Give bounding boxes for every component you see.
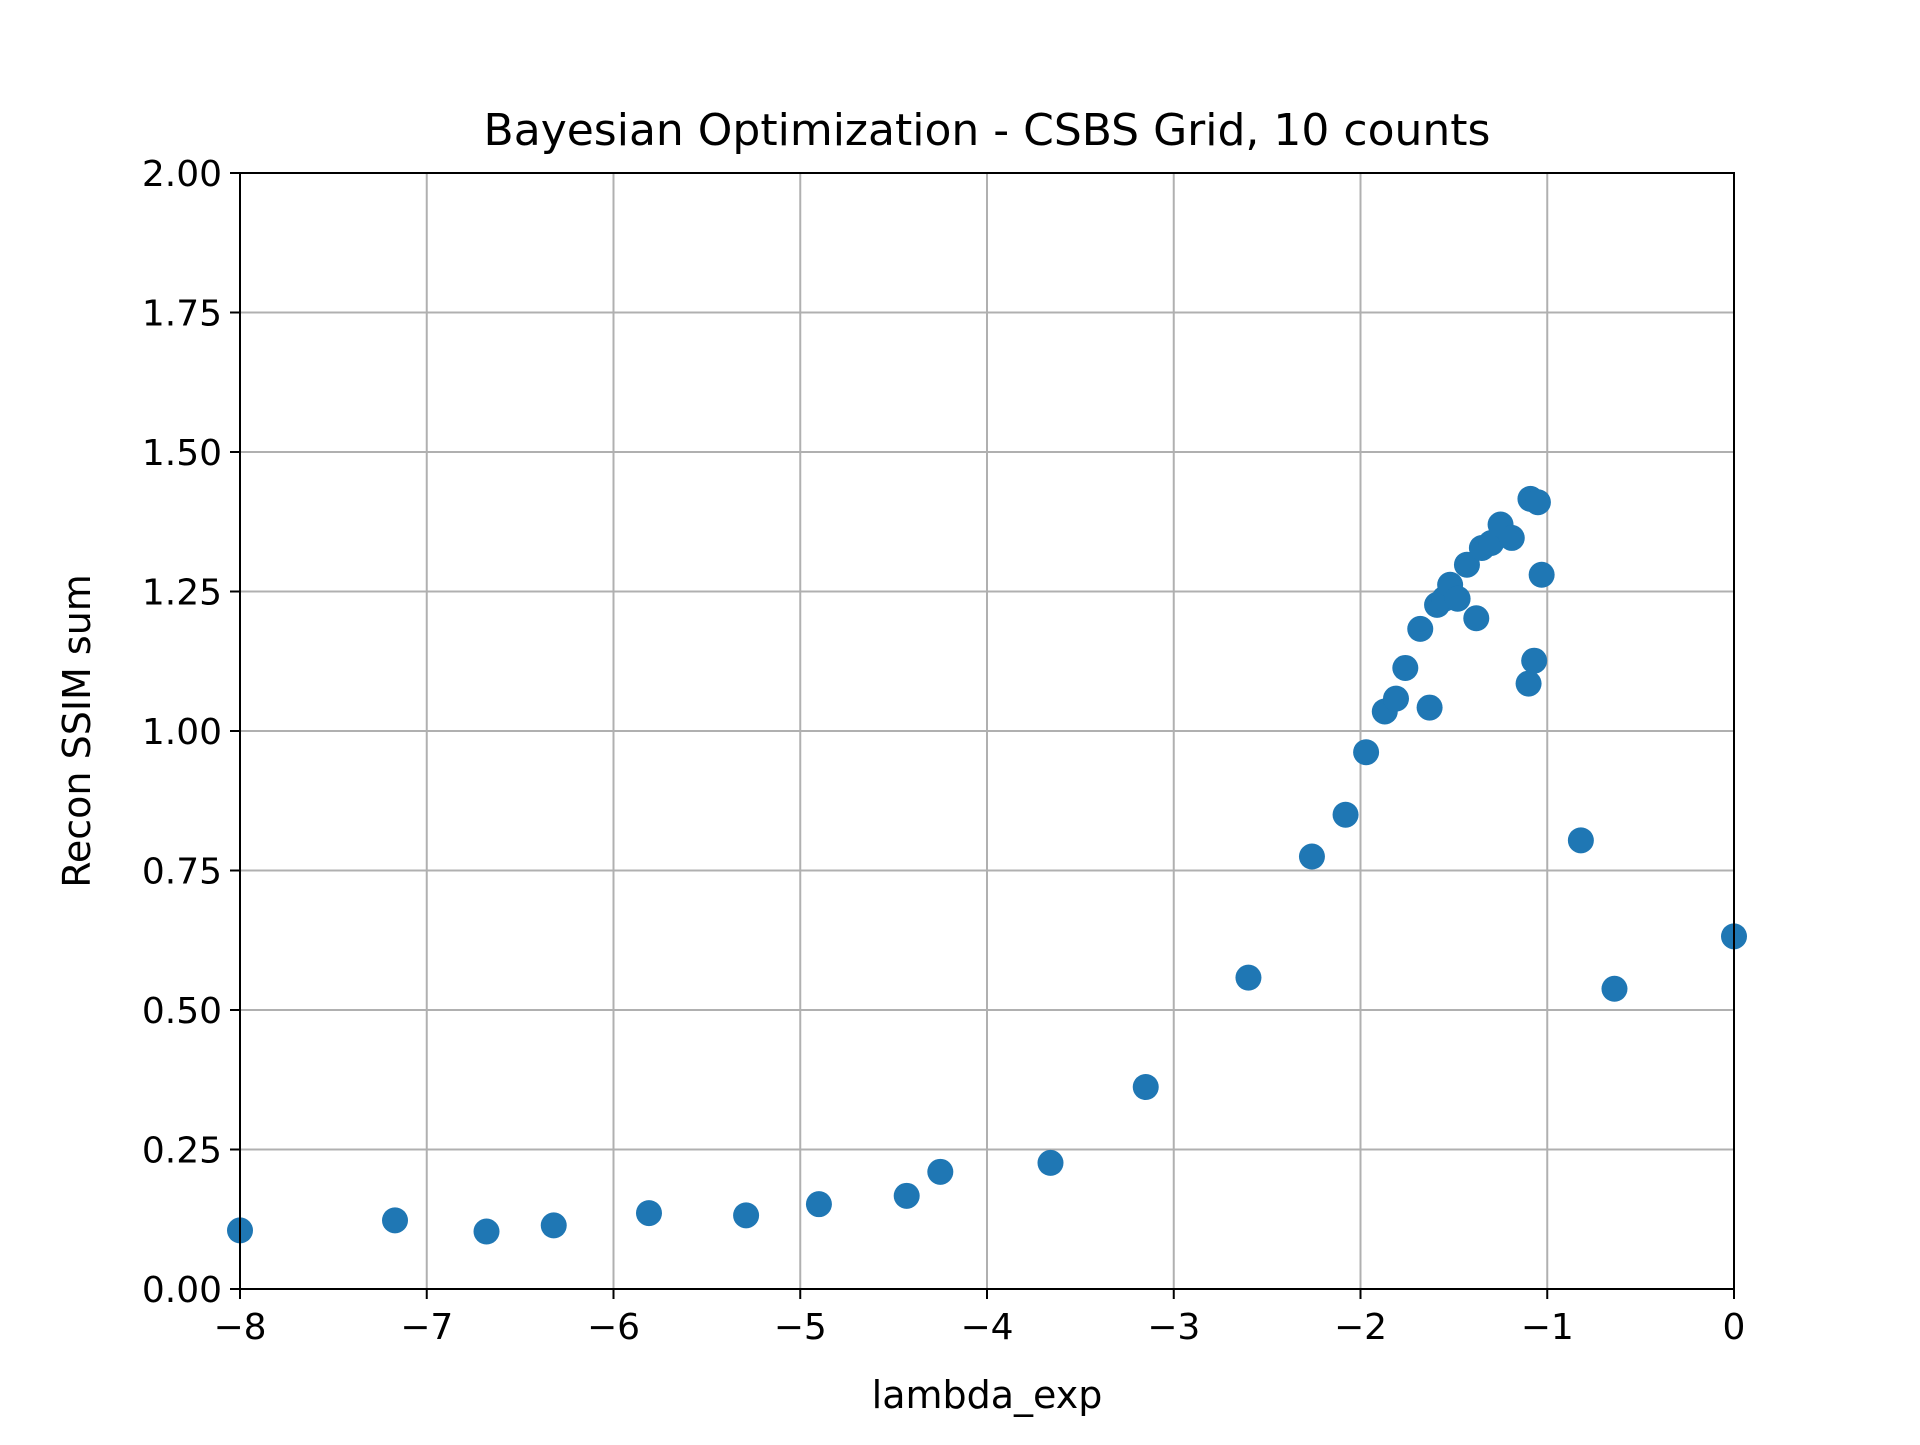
y-tick-label: 1.25 [142,573,222,614]
data-point [1444,585,1471,612]
x-tick-label: −5 [774,1307,827,1348]
data-point [1392,654,1419,681]
y-tick-label: 0.25 [142,1131,222,1172]
y-tick-label: 0.00 [142,1270,222,1311]
y-tick-label: 0.75 [142,852,222,893]
data-point [1332,801,1359,828]
data-point [893,1182,920,1209]
data-point [1298,843,1325,870]
x-tick-label: −7 [400,1307,453,1348]
y-tick-label: 2.00 [142,154,222,195]
x-tick-label: −6 [587,1307,640,1348]
data-point [1416,694,1443,721]
x-tick-label: −1 [1521,1307,1574,1348]
y-tick-label: 0.50 [142,991,222,1032]
data-point [635,1200,662,1227]
x-tick-label: −2 [1334,1307,1387,1348]
x-tick-label: −8 [213,1307,266,1348]
data-point [1132,1074,1159,1101]
data-point [540,1212,567,1239]
data-point [1567,827,1594,854]
data-point [927,1158,954,1185]
data-point [733,1202,760,1229]
y-axis-label: Recon SSIM sum [55,574,99,888]
data-point [1037,1149,1064,1176]
data-point [1528,561,1555,588]
data-point [473,1218,500,1245]
y-tick-label: 1.75 [142,294,222,335]
y-tick-label: 1.50 [142,433,222,474]
data-point [1515,670,1542,697]
data-points [227,485,1747,1245]
data-point [1382,685,1409,712]
data-point [382,1207,409,1234]
data-point [805,1191,832,1218]
y-tick-label: 1.00 [142,712,222,753]
x-axis-label: lambda_exp [872,1373,1103,1417]
data-point [1235,964,1262,991]
data-point [1498,524,1525,551]
data-point [1601,975,1628,1002]
data-point [1524,489,1551,516]
data-point [1521,647,1548,674]
x-tick-label: −3 [1147,1307,1200,1348]
x-axis-ticks: −8 −7 −6 −5 −4 −3 −2 −1 0 [213,1289,1745,1348]
data-point [1407,615,1434,642]
chart-title: Bayesian Optimization - CSBS Grid, 10 co… [484,105,1491,156]
x-tick-label: −4 [960,1307,1013,1348]
data-point [1353,739,1380,766]
data-point [1463,605,1490,632]
x-tick-label: 0 [1723,1307,1746,1348]
data-point [1453,551,1480,578]
y-axis-ticks: 0.00 0.25 0.50 0.75 1.00 1.25 1.50 1.75 2.00 [142,154,240,1311]
